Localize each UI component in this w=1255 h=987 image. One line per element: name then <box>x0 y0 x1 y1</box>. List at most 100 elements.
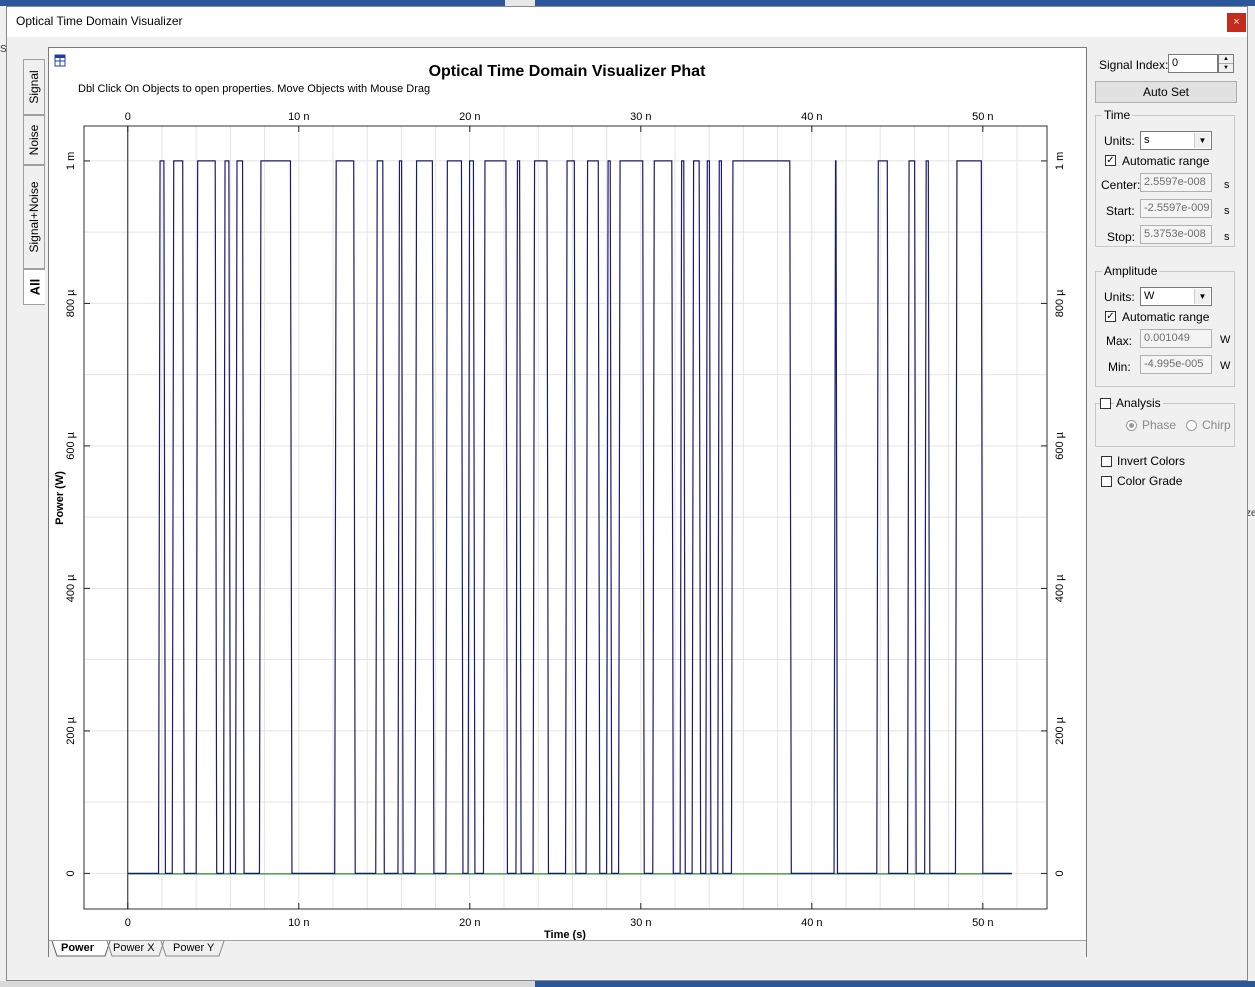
max-unit: W <box>1220 334 1231 346</box>
center-unit: s <box>1224 179 1230 191</box>
y-tick-label-right: 1 m <box>1054 152 1066 170</box>
hint-text: Dbl Click On Objects to open properties.… <box>78 83 430 95</box>
close-icon: × <box>1233 16 1240 28</box>
x-axis-label: Time (s) <box>544 929 586 940</box>
y-tick-label-left: 600 µ <box>65 431 77 459</box>
start-unit: s <box>1224 205 1230 217</box>
min-label: Min: <box>1108 360 1131 374</box>
y-tick-label-right: 200 µ <box>1054 716 1066 744</box>
x-tick-label-bottom: 10 n <box>288 917 309 929</box>
invert-colors-label: Invert Colors <box>1117 454 1186 468</box>
close-button[interactable]: × <box>1227 13 1246 32</box>
time-group-title: Time <box>1102 108 1133 122</box>
x-tick-label-bottom: 20 n <box>459 917 480 929</box>
grid-icon[interactable] <box>54 54 66 67</box>
chart-title: Optical Time Domain Visualizer Phat <box>429 63 707 80</box>
x-tick-label-top: 0 <box>125 111 131 123</box>
plot-box <box>83 125 1048 910</box>
max-input[interactable]: 0.001049 <box>1140 329 1212 348</box>
tick-labels: 0 0 10 n 10 n 20 n 20 n 30 n 30 n 40 n 40 n 50 n 50… <box>65 111 1066 929</box>
plot-area: Optical Time Domain Visualizer Phat Dbl … <box>48 47 1087 957</box>
y-tick-label-right: 800 µ <box>1054 289 1066 317</box>
axes <box>83 125 1048 910</box>
desktop-background-top <box>0 0 1255 6</box>
x-tick-label-top: 20 n <box>459 111 480 123</box>
x-tick-label-bottom: 0 <box>125 917 131 929</box>
signal-trace <box>127 160 1012 875</box>
chevron-down-icon: ▼ <box>1194 289 1210 304</box>
center-input[interactable]: 2.5597e-008 <box>1140 173 1212 192</box>
max-label: Max: <box>1106 334 1133 348</box>
time-units-select[interactable]: s ▼ <box>1140 131 1212 150</box>
x-tick-label-bottom: 40 n <box>801 917 822 929</box>
time-group: Time Units: s ▼ ✓ Automatic range Center… <box>1095 108 1235 247</box>
signal-index-spinner[interactable]: ▲ ▼ <box>1218 54 1234 73</box>
y-tick-label-left: 400 µ <box>65 574 77 602</box>
x-tick-label-bottom: 50 n <box>972 917 993 929</box>
y-tick-label-left: 1 m <box>65 152 77 170</box>
signal-index-label: Signal Index: <box>1099 58 1169 72</box>
start-input[interactable]: -2.5597e-009 <box>1140 199 1212 218</box>
color-grade-checkbox[interactable] <box>1101 476 1112 487</box>
auto-set-button[interactable]: Auto Set <box>1095 81 1237 103</box>
tab-power[interactable]: Power <box>61 942 95 954</box>
spin-down-icon[interactable]: ▼ <box>1223 65 1229 71</box>
y-axis-label: Power (W) <box>54 471 66 525</box>
y-tick-label-right: 600 µ <box>1054 431 1066 459</box>
amplitude-group-title: Amplitude <box>1102 264 1160 278</box>
amplitude-auto-range-label: Automatic range <box>1122 310 1210 324</box>
phase-label: Phase <box>1142 418 1177 432</box>
analysis-checkbox[interactable] <box>1100 398 1111 409</box>
start-label: Start: <box>1106 204 1135 218</box>
time-domain-chart[interactable]: Optical Time Domain Visualizer Phat Dbl … <box>49 48 1086 940</box>
tab-outlines <box>51 941 225 957</box>
view-tabs: Signal Noise Signal+Noise All <box>23 59 45 309</box>
y-tick-label-left: 800 µ <box>65 289 77 317</box>
phase-radio[interactable] <box>1126 420 1137 431</box>
y-tick-label-right: 400 µ <box>1054 574 1066 602</box>
time-units-label: Units: <box>1104 134 1135 148</box>
x-tick-label-top: 50 n <box>972 111 993 123</box>
stop-input[interactable]: 5.3753e-008 <box>1140 225 1212 244</box>
color-grade-label: Color Grade <box>1117 474 1183 488</box>
chirp-label: Chirp <box>1202 418 1231 432</box>
amplitude-auto-range-checkbox[interactable]: ✓ <box>1105 311 1116 322</box>
settings-panel: Signal Index: 0 ▲ ▼ Auto Set Time Units:… <box>1093 47 1247 957</box>
background-window-text-right: ze <box>1246 508 1255 519</box>
tab-noise[interactable]: Noise <box>23 115 45 165</box>
analysis-group: Analysis Phase Chirp <box>1095 396 1235 447</box>
window-title: Optical Time Domain Visualizer <box>16 14 183 28</box>
y-tick-label-left: 0 <box>65 870 77 876</box>
component-tabs: Power Power X Power Y <box>49 940 1086 957</box>
amplitude-units-select[interactable]: W ▼ <box>1140 287 1212 306</box>
title-bar[interactable]: Optical Time Domain Visualizer × <box>7 7 1247 37</box>
y-tick-label-right: 0 <box>1054 870 1066 876</box>
min-input[interactable]: -4.995e-005 <box>1140 355 1212 374</box>
tab-power-y[interactable]: Power Y <box>173 942 215 954</box>
signal-index-input[interactable]: 0 <box>1168 54 1218 73</box>
tab-power-x[interactable]: Power X <box>113 942 155 954</box>
visualizer-window: Optical Time Domain Visualizer × Signal … <box>6 6 1248 981</box>
chevron-down-icon: ▼ <box>1194 133 1210 148</box>
x-tick-label-top: 40 n <box>801 111 822 123</box>
time-auto-range-checkbox[interactable]: ✓ <box>1105 155 1116 166</box>
x-tick-label-bottom: 30 n <box>630 917 651 929</box>
tab-signal[interactable]: Signal <box>23 59 45 115</box>
x-tick-label-top: 10 n <box>288 111 309 123</box>
analysis-label: Analysis <box>1114 396 1163 410</box>
x-tick-label-top: 30 n <box>630 111 651 123</box>
spin-up-icon[interactable]: ▲ <box>1219 55 1233 64</box>
time-auto-range-label: Automatic range <box>1122 154 1210 168</box>
stop-label: Stop: <box>1107 230 1136 244</box>
y-tick-label-left: 200 µ <box>65 716 77 744</box>
background-window-text: Sc <box>0 44 12 55</box>
stop-unit: s <box>1224 231 1230 243</box>
center-label: Center: <box>1101 178 1141 192</box>
desktop-taskbar-strip <box>0 981 1255 987</box>
tab-signal-noise[interactable]: Signal+Noise <box>23 165 45 269</box>
invert-colors-checkbox[interactable] <box>1101 456 1112 467</box>
tab-all[interactable]: All <box>23 269 45 305</box>
min-unit: W <box>1220 360 1231 372</box>
chirp-radio[interactable] <box>1186 420 1197 431</box>
amplitude-units-label: Units: <box>1104 290 1135 304</box>
